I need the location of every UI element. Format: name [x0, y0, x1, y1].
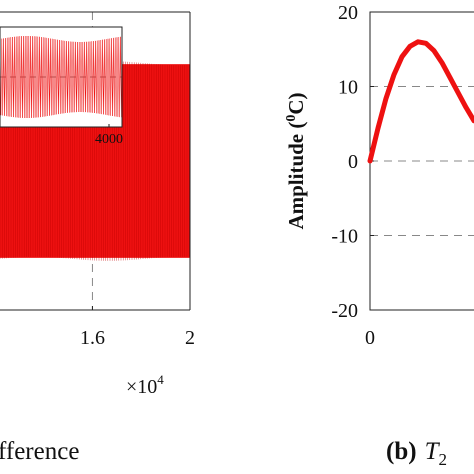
left-x-exponent: ×104: [126, 372, 164, 398]
left-x-exponent-base: ×10: [126, 376, 157, 398]
right-y-label-sup: 0: [284, 115, 299, 122]
right-caption-label: (b): [386, 438, 417, 465]
right-y-tick-label: 0: [348, 151, 358, 173]
right-caption: (b) T2: [386, 438, 447, 469]
left-x-ticks: [92, 306, 190, 310]
right-y-tick-label: 20: [338, 2, 358, 24]
right-y-label-main: Amplitude (: [284, 122, 308, 230]
left-x-tick-label: 1.6: [80, 327, 105, 349]
left-caption: fference: [0, 438, 79, 465]
right-x-tick-label: 0: [365, 327, 375, 349]
right-caption-sub: 2: [438, 450, 447, 469]
left-x-exponent-power: 4: [157, 372, 164, 387]
right-y-tick-label: -20: [331, 300, 358, 322]
left-panel: 1.6 2 ×104 3500 4000 fference: [0, 12, 195, 465]
right-panel: 20 10 0 -10 -20 0 Amplitude (0C) (b) T2: [284, 2, 474, 469]
inset-x-tick-label: 4000: [95, 132, 123, 147]
right-y-tick-label: -10: [331, 226, 358, 248]
left-x-tick-label: 2: [185, 327, 195, 349]
right-y-label-end: C): [284, 92, 308, 114]
right-series-line: [370, 42, 474, 161]
right-y-axis-label: Amplitude (0C): [284, 92, 308, 229]
right-y-tick-label: 10: [338, 77, 358, 99]
